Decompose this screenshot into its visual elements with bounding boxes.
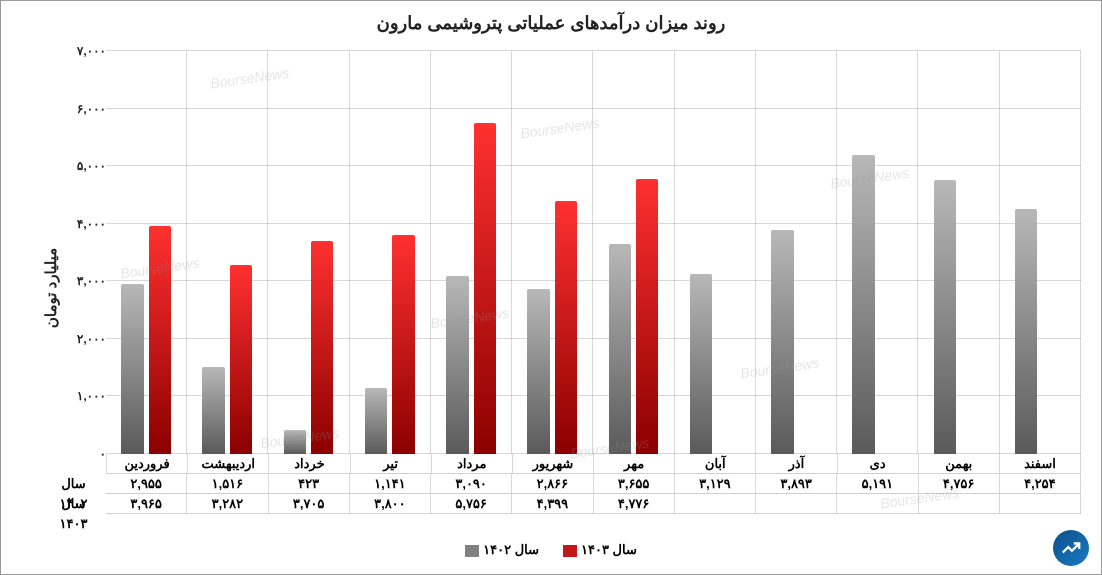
chart-title: روند میزان درآمدهای عملیاتی پتروشیمی مار… — [1, 1, 1101, 42]
table-cell: مهر — [594, 454, 675, 473]
y-tick: ۴,۰۰۰ — [51, 217, 106, 231]
y-tick: ۱,۰۰۰ — [51, 389, 106, 403]
legend: سال ۱۴۰۲ سال ۱۴۰۳ — [1, 541, 1101, 559]
bar-1403 — [555, 201, 577, 454]
category-group — [512, 51, 593, 454]
bar-1403 — [392, 235, 414, 454]
table-cell: ۴,۷۷۶ — [594, 494, 675, 513]
category-group — [594, 51, 675, 454]
table-cell: ۱,۵۱۶ — [187, 474, 268, 493]
table-cell: ۴,۷۵۶ — [919, 474, 1000, 493]
legend-item: سال ۱۴۰۳ — [563, 542, 637, 558]
table-cell: ۱,۱۴۱ — [350, 474, 431, 493]
bar-1403 — [474, 123, 496, 454]
table-cell: ۳,۲۸۲ — [187, 494, 268, 513]
month-row: فروردیناردیبهشتخردادتیرمردادشهریورمهرآبا… — [106, 454, 1081, 474]
table-cell: ۵,۱۹۱ — [837, 474, 918, 493]
y-axis: ۰۱,۰۰۰۲,۰۰۰۳,۰۰۰۴,۰۰۰۵,۰۰۰۶,۰۰۰۷,۰۰۰ — [51, 51, 106, 454]
bar-1402 — [934, 180, 956, 454]
bar-1403 — [636, 179, 658, 454]
bar-1402 — [527, 289, 549, 454]
table-cell: فروردین — [106, 454, 188, 473]
table-cell: ۴,۳۹۹ — [512, 494, 593, 513]
category-group — [431, 51, 512, 454]
table-cell: آبان — [675, 454, 756, 473]
legend-swatch-icon — [465, 545, 479, 557]
table-row-label: سال ۱۴۰۳ — [46, 494, 101, 534]
category-group — [1000, 51, 1081, 454]
legend-item: سال ۱۴۰۲ — [465, 542, 539, 558]
table-cell: ۳,۹۶۵ — [106, 494, 187, 513]
bar-1403 — [311, 241, 333, 454]
table-cell: ۵,۷۵۶ — [431, 494, 512, 513]
table-cell: ۳,۶۵۵ — [594, 474, 675, 493]
y-tick: ۳,۰۰۰ — [51, 274, 106, 288]
table-cell: اردیبهشت — [188, 454, 269, 473]
plot-area — [106, 51, 1081, 454]
table-cell: بهمن — [919, 454, 1000, 473]
table-cell: ۳,۷۰۵ — [269, 494, 350, 513]
bar-1402 — [690, 274, 712, 454]
table-cell: ۲,۸۶۶ — [512, 474, 593, 493]
y-tick: ۵,۰۰۰ — [51, 159, 106, 173]
table-cell: ۴۲۳ — [269, 474, 350, 493]
table-cell: دی — [838, 454, 919, 473]
bar-1402 — [121, 284, 143, 454]
bar-1402 — [446, 276, 468, 454]
bar-1403 — [230, 265, 252, 454]
bar-1402 — [365, 388, 387, 454]
table-cell — [1000, 494, 1081, 513]
chart-container: روند میزان درآمدهای عملیاتی پتروشیمی مار… — [0, 0, 1102, 575]
table-cell: ۲,۹۵۵ — [106, 474, 187, 493]
bar-1402 — [284, 430, 306, 454]
table-cell: شهریور — [513, 454, 594, 473]
table-cell: آذر — [756, 454, 837, 473]
bar-1402 — [852, 155, 874, 454]
table-cell: خرداد — [269, 454, 350, 473]
y-tick: ۷,۰۰۰ — [51, 44, 106, 58]
table-cell — [675, 494, 756, 513]
legend-label: سال ۱۴۰۳ — [581, 542, 637, 557]
table-cell — [837, 494, 918, 513]
table-cell: ۳,۰۹۰ — [431, 474, 512, 493]
y-tick: ۶,۰۰۰ — [51, 102, 106, 116]
table-cell: مرداد — [432, 454, 513, 473]
category-group — [106, 51, 187, 454]
legend-swatch-icon — [563, 545, 577, 557]
row-1402: سال ۱۴۰۲۲,۹۵۵۱,۵۱۶۴۲۳۱,۱۴۱۳,۰۹۰۲,۸۶۶۳,۶۵… — [106, 474, 1081, 494]
category-group — [187, 51, 268, 454]
category-group — [675, 51, 756, 454]
bar-1402 — [771, 230, 793, 454]
y-tick: ۲,۰۰۰ — [51, 332, 106, 346]
legend-label: سال ۱۴۰۲ — [483, 542, 539, 557]
category-group — [756, 51, 837, 454]
category-group — [919, 51, 1000, 454]
table-cell — [756, 494, 837, 513]
category-group — [350, 51, 431, 454]
boursenews-logo-icon — [1053, 530, 1089, 566]
table-cell: ۳,۸۹۳ — [756, 474, 837, 493]
table-cell: اسفند — [1000, 454, 1081, 473]
bar-1403 — [149, 226, 171, 454]
bar-1402 — [202, 367, 224, 454]
table-cell: ۳,۸۰۰ — [350, 494, 431, 513]
table-cell: ۴,۲۵۴ — [1000, 474, 1081, 493]
table-cell — [919, 494, 1000, 513]
bar-1402 — [1015, 209, 1037, 454]
row-1403: سال ۱۴۰۳۳,۹۶۵۳,۲۸۲۳,۷۰۵۳,۸۰۰۵,۷۵۶۴,۳۹۹۴,… — [106, 494, 1081, 514]
category-group — [837, 51, 918, 454]
category-group — [268, 51, 349, 454]
y-tick: ۰ — [51, 447, 106, 461]
table-cell: تیر — [351, 454, 432, 473]
data-table: فروردیناردیبهشتخردادتیرمردادشهریورمهرآبا… — [106, 454, 1081, 514]
bar-1402 — [609, 244, 631, 454]
table-cell: ۳,۱۲۹ — [675, 474, 756, 493]
